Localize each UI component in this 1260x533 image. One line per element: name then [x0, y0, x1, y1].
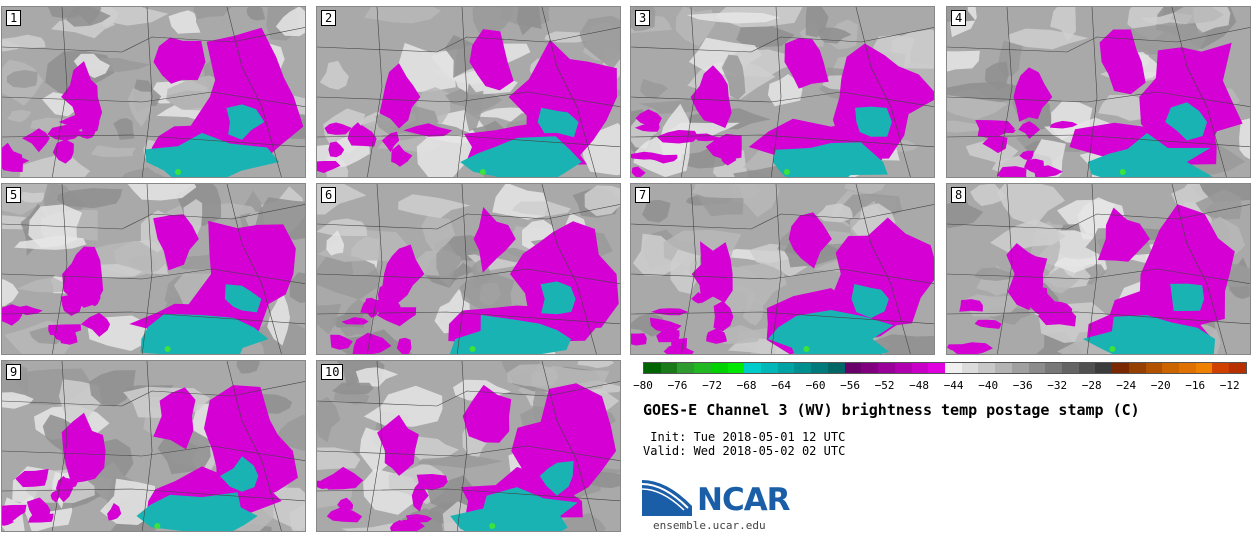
colorbar-segment [1078, 363, 1096, 373]
colorbar-segment [844, 363, 862, 373]
colorbar-segment [727, 363, 745, 373]
colorbar-segment [827, 363, 845, 373]
colorbar-tick-label: −40 [978, 379, 999, 392]
colorbar-tick-label: −76 [667, 379, 688, 392]
colorbar-segment [1229, 363, 1246, 373]
postage-stamp-panel: 9 [1, 360, 306, 532]
colorbar-segment [894, 363, 912, 373]
ncar-logo-icon [642, 480, 692, 516]
colorbar-tick-label: −24 [1116, 379, 1137, 392]
satellite-map [317, 7, 620, 177]
panel-label: 3 [635, 10, 651, 26]
colorbar-segment [978, 363, 996, 373]
colorbar-tick-label: −56 [840, 379, 861, 392]
colorbar-tick-label: −72 [702, 379, 722, 392]
colorbar-tick-label: −20 [1150, 379, 1171, 392]
panel-label: 8 [951, 187, 967, 203]
colorbar-segment [677, 363, 695, 373]
colorbar-tick-label: −12 [1219, 379, 1240, 392]
postage-stamp-panel: 7 [630, 183, 935, 355]
colorbar-segment [1028, 363, 1046, 373]
panel-label: 1 [6, 10, 22, 26]
colorbar-segment [710, 363, 728, 373]
colorbar-segment [1195, 363, 1213, 373]
panel-label: 2 [321, 10, 337, 26]
colorbar-segment [1011, 363, 1029, 373]
postage-stamp-panel: 5 [1, 183, 306, 355]
colorbar-segment [811, 363, 828, 373]
colorbar-segment [694, 363, 711, 373]
colorbar-tick-label: −48 [909, 379, 930, 392]
colorbar-tick-label: −80 [633, 379, 653, 392]
colorbar-tick-label: −68 [736, 379, 757, 392]
colorbar-tick-label: −28 [1081, 379, 1102, 392]
colorbar-tick-label: −60 [805, 379, 826, 392]
colorbar-tick-label: −44 [943, 379, 964, 392]
colorbar-segment [1045, 363, 1062, 373]
colorbar-tick-label: −16 [1185, 379, 1206, 392]
colorbar-segment [861, 363, 879, 373]
colorbar-segment [761, 363, 778, 373]
ncar-logo-text: NCAR [697, 482, 791, 518]
colorbar-segment [1145, 363, 1163, 373]
colorbar-tick-label: −64 [771, 379, 791, 392]
colorbar-ticks: −80 −76 −72 −68 −64 −60 −56 −52 −48 −44 −40 −36 −32−… [633, 379, 1247, 393]
colorbar-segment [794, 363, 812, 373]
colorbar [643, 362, 1247, 374]
postage-stamp-panel: 2 [316, 6, 621, 178]
colorbar-segment [928, 363, 945, 373]
postage-stamp-panel: 6 [316, 183, 621, 355]
colorbar-segment [961, 363, 979, 373]
colorbar-segment [1128, 363, 1146, 373]
postage-stamp-panel: 1 [1, 6, 306, 178]
logo-url: ensemble.ucar.edu [653, 519, 766, 532]
figure-title: GOES-E Channel 3 (WV) brightness temp po… [643, 401, 1140, 419]
satellite-map [317, 361, 620, 531]
panel-label: 9 [6, 364, 22, 380]
init-time: Init: Tue 2018-05-01 12 UTC [643, 430, 846, 444]
colorbar-segment [995, 363, 1012, 373]
colorbar-segment [744, 363, 762, 373]
colorbar-segment [878, 363, 895, 373]
satellite-map [947, 184, 1250, 354]
colorbar-segment [911, 363, 929, 373]
colorbar-segment [1179, 363, 1196, 373]
colorbar-segment [644, 363, 661, 373]
colorbar-tick-label: −36 [1012, 379, 1033, 392]
postage-stamp-panel: 10 [316, 360, 621, 532]
satellite-map [2, 7, 305, 177]
colorbar-segment [660, 363, 678, 373]
colorbar-tick-label: −32 [1047, 379, 1068, 392]
satellite-map [631, 184, 934, 354]
satellite-map [947, 7, 1250, 177]
postage-stamp-panel: 3 [630, 6, 935, 178]
satellite-map [2, 361, 305, 531]
panel-label: 10 [321, 364, 344, 380]
satellite-map [317, 184, 620, 354]
colorbar-segment [1162, 363, 1179, 373]
colorbar-segment [944, 363, 962, 373]
postage-stamp-panel: 8 [946, 183, 1251, 355]
postage-stamp-panel: 4 [946, 6, 1251, 178]
panel-label: 6 [321, 187, 337, 203]
panel-label: 5 [6, 187, 22, 203]
panel-label: 4 [951, 10, 967, 26]
panel-label: 7 [635, 187, 651, 203]
satellite-map [631, 7, 934, 177]
colorbar-segment [1061, 363, 1079, 373]
colorbar-segment [1112, 363, 1129, 373]
colorbar-segment [1095, 363, 1113, 373]
valid-time: Valid: Wed 2018-05-02 02 UTC [643, 444, 846, 458]
satellite-map [2, 184, 305, 354]
colorbar-segment [1212, 363, 1230, 373]
colorbar-segment [777, 363, 795, 373]
colorbar-tick-label: −52 [874, 379, 895, 392]
